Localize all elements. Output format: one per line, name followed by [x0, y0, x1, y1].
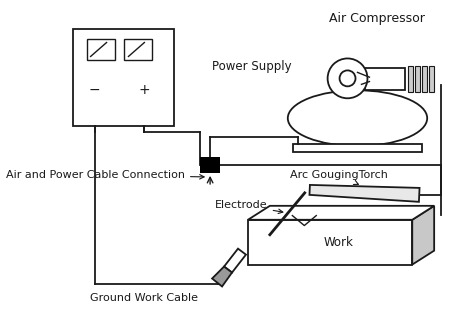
- Polygon shape: [212, 266, 232, 287]
- Text: Arc GougingTorch: Arc GougingTorch: [290, 170, 388, 185]
- Text: Work: Work: [323, 236, 353, 249]
- Bar: [125, 38, 152, 61]
- Bar: [200, 157, 220, 173]
- Bar: [87, 38, 115, 61]
- Text: Air Compressor: Air Compressor: [329, 12, 425, 25]
- Bar: [408, 66, 413, 92]
- Text: −: −: [89, 83, 100, 97]
- Ellipse shape: [288, 90, 427, 146]
- Polygon shape: [248, 206, 434, 220]
- Polygon shape: [224, 249, 246, 272]
- Circle shape: [339, 70, 356, 86]
- Text: Air and Power Cable Connection: Air and Power Cable Connection: [6, 170, 204, 180]
- Bar: [422, 66, 427, 92]
- Text: +: +: [138, 83, 150, 97]
- Bar: [429, 66, 434, 92]
- Text: Ground Work Cable: Ground Work Cable: [90, 293, 198, 303]
- Bar: [365, 68, 405, 90]
- Text: Power Supply: Power Supply: [212, 60, 292, 73]
- Polygon shape: [310, 185, 419, 202]
- Bar: [248, 220, 412, 265]
- Circle shape: [328, 59, 367, 98]
- Polygon shape: [412, 206, 434, 265]
- Bar: [73, 29, 174, 126]
- Text: Electrode: Electrode: [215, 200, 283, 214]
- Bar: [415, 66, 420, 92]
- Bar: [293, 144, 422, 152]
